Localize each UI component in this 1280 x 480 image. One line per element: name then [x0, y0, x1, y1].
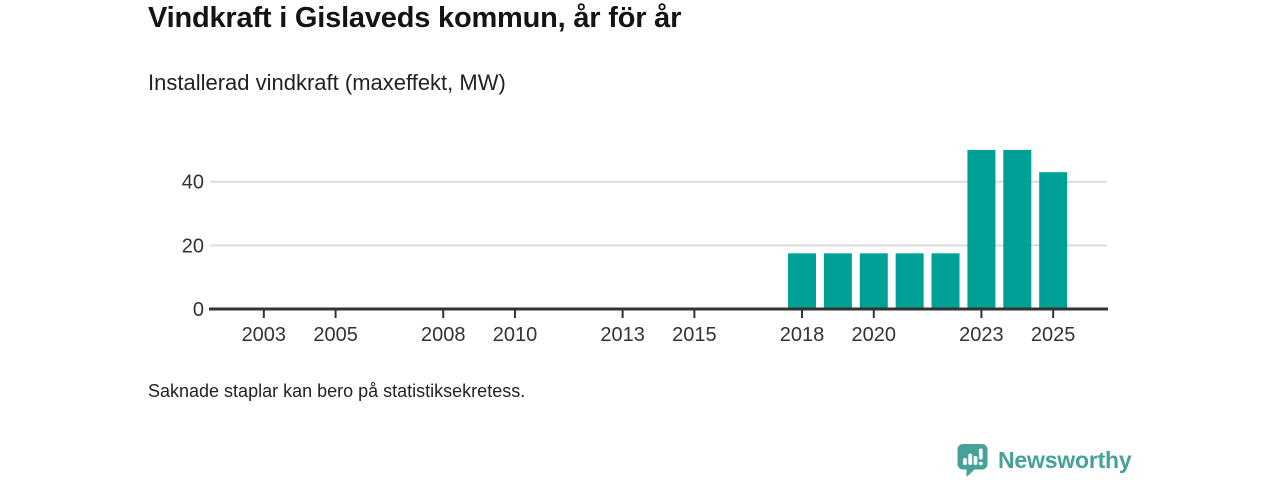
- x-tick-label: 2008: [421, 324, 466, 346]
- bar-2020: [859, 253, 888, 309]
- x-tick-label: 2023: [959, 324, 1004, 346]
- x-tick-label: 2005: [313, 324, 358, 346]
- y-tick-label: 40: [182, 172, 204, 194]
- footnote: Saknade staplar kan bero på statistiksek…: [148, 381, 526, 401]
- bar-2019: [823, 253, 852, 309]
- bar-2025: [1039, 172, 1068, 309]
- x-tick-label: 2018: [780, 324, 825, 346]
- x-tick-label: 2013: [600, 324, 645, 346]
- y-tick-label: 20: [182, 235, 204, 257]
- x-tick-label: 2010: [493, 324, 538, 346]
- newsworthy-logo-icon: [957, 444, 988, 477]
- logo-bars-glyph: [963, 448, 983, 466]
- newsworthy-logo: Newsworthy: [956, 443, 1132, 477]
- bar-2023: [967, 149, 996, 309]
- x-tick-label: 2020: [852, 324, 897, 346]
- y-tick-label: 0: [193, 299, 204, 321]
- bar-2022: [931, 253, 960, 309]
- bar-2018: [788, 253, 817, 309]
- x-tick-label: 2015: [672, 324, 717, 346]
- x-tick-label: 2025: [1031, 324, 1076, 346]
- chart-subtitle: Installerad vindkraft (maxeffekt, MW): [148, 70, 506, 95]
- chart-title: Vindkraft i Gislaveds kommun, år för år: [148, 2, 682, 34]
- x-tick-label: 2003: [242, 324, 287, 346]
- bar-2021: [895, 253, 924, 309]
- bar-2024: [1003, 149, 1032, 309]
- newsworthy-logo-text: Newsworthy: [998, 446, 1132, 473]
